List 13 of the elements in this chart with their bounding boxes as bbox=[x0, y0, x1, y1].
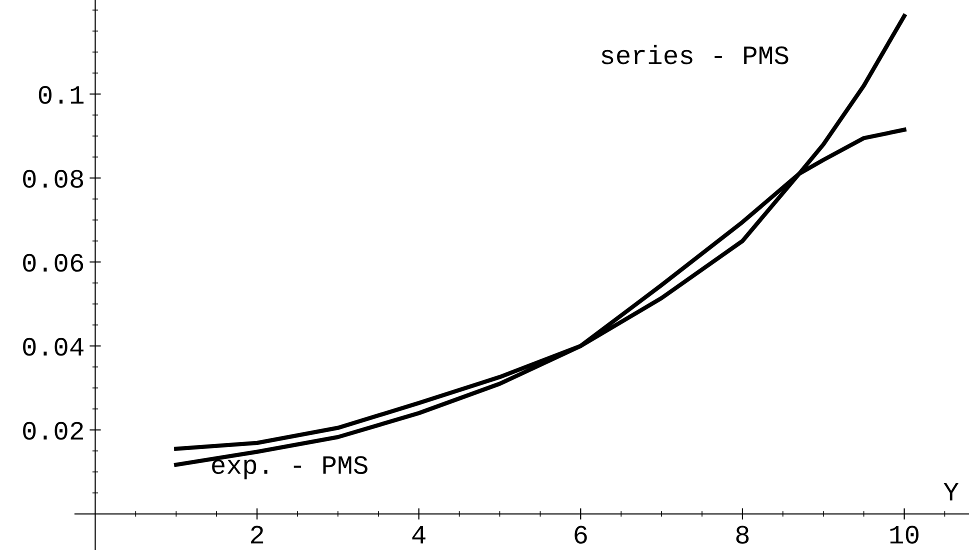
x-tick-label: 4 bbox=[412, 526, 426, 544]
series-label: exp. - PMS bbox=[212, 456, 368, 480]
x-tick-label: 6 bbox=[574, 526, 587, 544]
x-tick-label: 8 bbox=[736, 526, 749, 544]
x-tick-label: 2 bbox=[250, 526, 264, 544]
y-tick-label: 0.06 bbox=[23, 254, 84, 272]
y-tick-label: 0.04 bbox=[23, 338, 84, 356]
y-tick-label: 0.08 bbox=[23, 170, 84, 188]
text: series - PMS bbox=[602, 44, 788, 64]
x-tick-label: 10 bbox=[890, 526, 918, 544]
x-axis-title: Y bbox=[944, 482, 959, 500]
y-tick-label: 0.02 bbox=[23, 422, 83, 440]
y-tick-label: 0.1 bbox=[38, 86, 84, 104]
